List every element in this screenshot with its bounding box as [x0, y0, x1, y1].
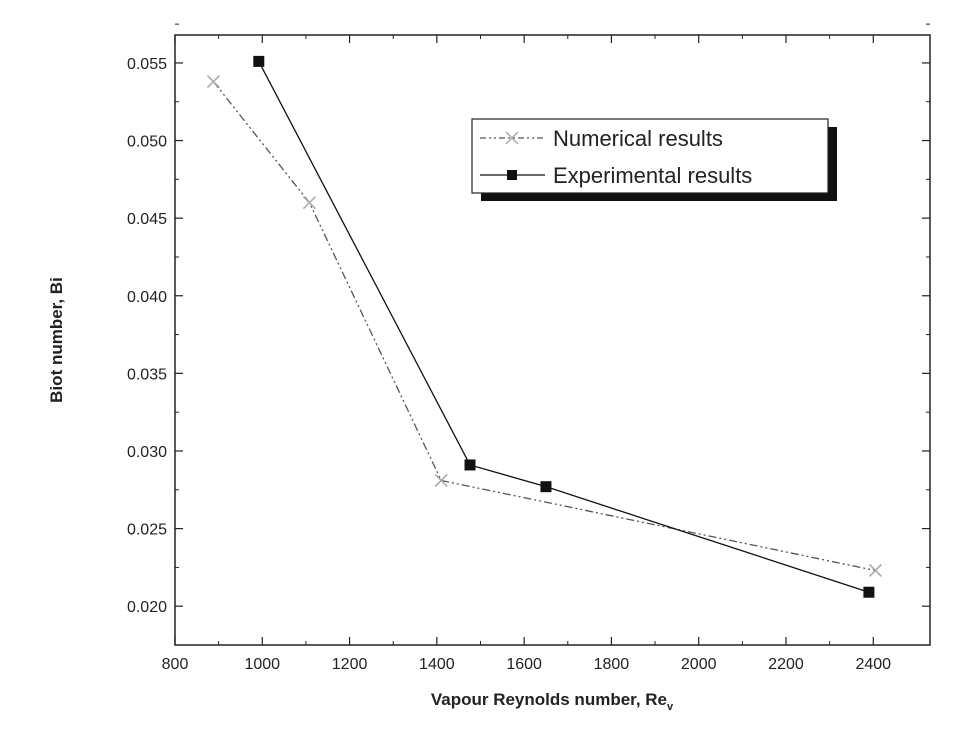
y-axis-label: Biot number, Bi: [47, 277, 66, 403]
y-tick-label: 0.050: [127, 134, 167, 151]
data-point-numerical: [868, 563, 883, 578]
data-point-numerical: [434, 473, 448, 488]
x-marker-stroke: [434, 473, 448, 488]
x-tick-label: 1800: [594, 656, 630, 673]
x-tick-label: 2000: [681, 656, 717, 673]
x-tick-label: 800: [162, 656, 189, 673]
x-tick-label: 1400: [419, 656, 455, 673]
data-point-numerical: [206, 74, 220, 89]
legend-marker-x: [505, 131, 519, 145]
x-tick-label: 1200: [332, 656, 368, 673]
x-axis-label-subscript: v: [667, 701, 674, 713]
data-point-experimental: [464, 459, 476, 471]
x-marker-stroke: [868, 563, 883, 578]
plot-frame: [174, 34, 931, 646]
legend-label-numerical: Numerical results: [553, 126, 723, 151]
data-point-experimental: [253, 55, 265, 67]
x-axis-label: Vapour Reynolds number, Rev: [431, 690, 674, 713]
x-marker-stroke: [206, 74, 220, 89]
x-axis-label-text: Vapour Reynolds number, Re: [431, 690, 667, 709]
y-tick-label: 0.055: [127, 56, 167, 73]
y-tick-label: 0.025: [127, 522, 167, 539]
legend-label-experimental: Experimental results: [553, 163, 752, 188]
x-tick-label: 1600: [506, 656, 542, 673]
y-tick-label: 0.020: [127, 599, 167, 616]
y-tick-label: 0.035: [127, 366, 167, 383]
y-tick-label: 0.045: [127, 211, 167, 228]
series-line-numerical: [212, 81, 876, 572]
legend-marker-square: [507, 170, 517, 180]
series-line-experimental: [258, 61, 870, 593]
data-point-experimental: [863, 586, 875, 598]
data-point-numerical: [302, 196, 316, 210]
legend-box: [471, 118, 829, 194]
legend: Numerical results Experimental results: [471, 118, 837, 201]
x-tick-label: 2400: [855, 656, 891, 673]
y-tick-label: 0.030: [127, 444, 167, 461]
x-tick-label: 2200: [768, 656, 804, 673]
x-marker-stroke: [302, 196, 316, 210]
data-point-experimental: [540, 481, 552, 493]
y-tick-label: 0.040: [127, 289, 167, 306]
x-tick-label: 1000: [244, 656, 280, 673]
